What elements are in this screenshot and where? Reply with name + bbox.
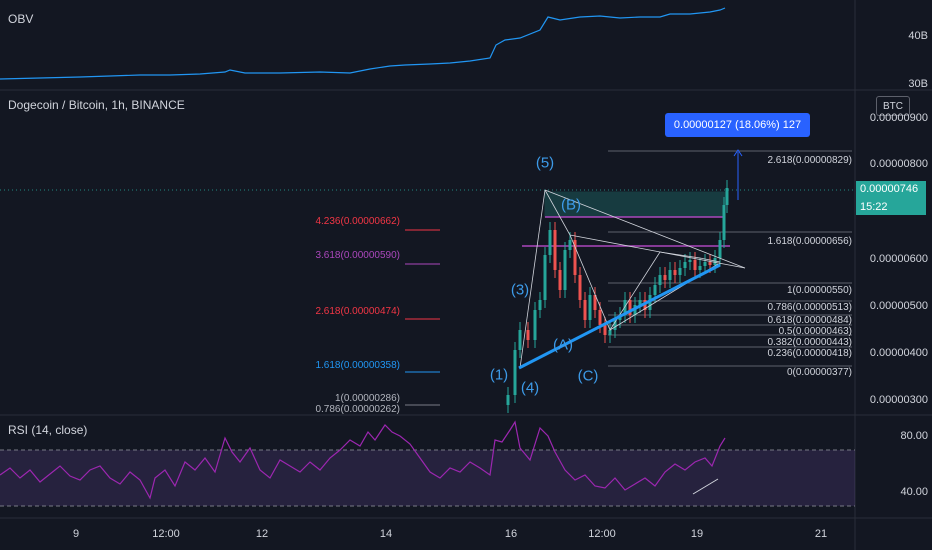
- time-label-1200-a: 12:00: [152, 528, 180, 540]
- candle-body: [653, 285, 657, 295]
- currency-badge[interactable]: BTC: [876, 96, 910, 116]
- price-scale-500: 0.00000500: [869, 300, 928, 312]
- obv-line: [0, 7, 726, 80]
- time-label-19: 19: [690, 528, 704, 540]
- fib-right-1: 1(0.00000550): [786, 285, 852, 296]
- candle-body: [725, 188, 729, 205]
- wave-label-b: (B): [561, 196, 581, 214]
- price-scale-900: 0.00000900: [869, 112, 928, 124]
- candle-body: [583, 300, 587, 320]
- projection-zone: [544, 191, 726, 218]
- candle-body: [558, 270, 562, 290]
- candle-body: [608, 330, 612, 335]
- candle-body: [553, 230, 557, 270]
- wave-label-3: (3): [510, 281, 530, 299]
- candle-body: [563, 250, 567, 290]
- candle-body: [623, 300, 627, 315]
- candle-body: [533, 310, 537, 340]
- candle-body: [693, 260, 697, 270]
- candle-body: [683, 262, 687, 268]
- candle-body: [698, 266, 702, 270]
- candle-body: [543, 255, 547, 300]
- time-label-14: 14: [379, 528, 393, 540]
- candle-body: [708, 262, 712, 265]
- candle-body: [628, 300, 632, 315]
- fib-right-0786: 0.786(0.00000513): [767, 302, 852, 313]
- candle-body: [663, 275, 667, 280]
- price-scale-800: 0.00000800: [869, 158, 928, 170]
- rsi-scale-40: 40.00: [900, 486, 928, 498]
- price-scale-600: 0.00000600: [869, 253, 928, 265]
- candle-body: [506, 395, 510, 405]
- fib-right-0618: 0.618(0.00000484): [767, 315, 852, 326]
- fib-right-0236: 0.236(0.00000418): [767, 348, 852, 359]
- time-label-16: 16: [504, 528, 518, 540]
- candle-body: [518, 330, 522, 350]
- candle-body: [513, 350, 517, 395]
- fib-right-2618: 2.618(0.00000829): [767, 155, 852, 166]
- fib-right-0: 0(0.00000377): [786, 367, 852, 378]
- candle-body: [638, 300, 642, 305]
- wave-label-c: (C): [577, 367, 599, 385]
- time-label-9: 9: [72, 528, 80, 540]
- candle-body: [722, 205, 726, 240]
- wave-label-5: (5): [535, 154, 555, 172]
- candle-body: [673, 270, 677, 275]
- candle-body: [603, 325, 607, 335]
- candle-body: [668, 270, 672, 280]
- obv-label: OBV: [8, 12, 34, 26]
- wave-label-a: (A): [553, 336, 573, 354]
- candle-body: [713, 258, 717, 265]
- price-scale-400: 0.00000400: [869, 347, 928, 359]
- countdown-tag: 15:22: [856, 199, 926, 215]
- support-trendline[interactable]: [518, 263, 721, 370]
- time-label-21: 21: [814, 528, 828, 540]
- candle-body: [593, 295, 597, 310]
- fib-left-3618: 3.618(0.00000590): [315, 250, 400, 261]
- candle-body: [568, 240, 572, 250]
- time-label-1200-b: 12:00: [588, 528, 616, 540]
- candle-body: [573, 240, 577, 275]
- last-price-tag: 0.00000746: [856, 181, 926, 199]
- candle-body: [578, 275, 582, 300]
- fib-left-4236: 4.236(0.00000662): [315, 216, 400, 227]
- candle-body: [613, 320, 617, 330]
- rsi-label: RSI (14, close): [8, 423, 88, 437]
- obv-scale-40b: 40B: [908, 30, 928, 42]
- candle-body: [718, 240, 722, 258]
- candle-body: [678, 268, 682, 275]
- price-scale-300: 0.00000300: [869, 394, 928, 406]
- rsi-line: [0, 420, 726, 500]
- fib-right-05: 0.5(0.00000463): [778, 326, 852, 337]
- time-label-12: 12: [255, 528, 269, 540]
- wave-label-4: (4): [520, 379, 540, 397]
- candle-body: [538, 300, 542, 310]
- obv-scale-30b: 30B: [908, 78, 928, 90]
- fib-right-1618: 1.618(0.00000656): [767, 236, 852, 247]
- candle-body: [703, 262, 707, 266]
- price-candles: [506, 180, 729, 413]
- symbol-label[interactable]: Dogecoin / Bitcoin, 1h, BINANCE: [8, 98, 185, 112]
- fib-left-0786: 0.786(0.00000262): [315, 404, 400, 414]
- candle-body: [688, 260, 692, 262]
- candle-body: [526, 330, 530, 340]
- wave-label-1: (1): [489, 366, 509, 384]
- fib-right-0382: 0.382(0.00000443): [767, 337, 852, 348]
- candle-body: [658, 275, 662, 285]
- rsi-scale-80: 80.00: [900, 430, 928, 442]
- candle-body: [548, 230, 552, 255]
- fib-left-1618: 1.618(0.00000358): [315, 360, 400, 371]
- fib-left-1: 1(0.00000286): [334, 393, 400, 404]
- measure-label[interactable]: 0.00000127 (18.06%) 127: [665, 113, 810, 137]
- fib-left-2618: 2.618(0.00000474): [315, 306, 400, 317]
- candle-body: [598, 310, 602, 325]
- candle-body: [588, 295, 592, 320]
